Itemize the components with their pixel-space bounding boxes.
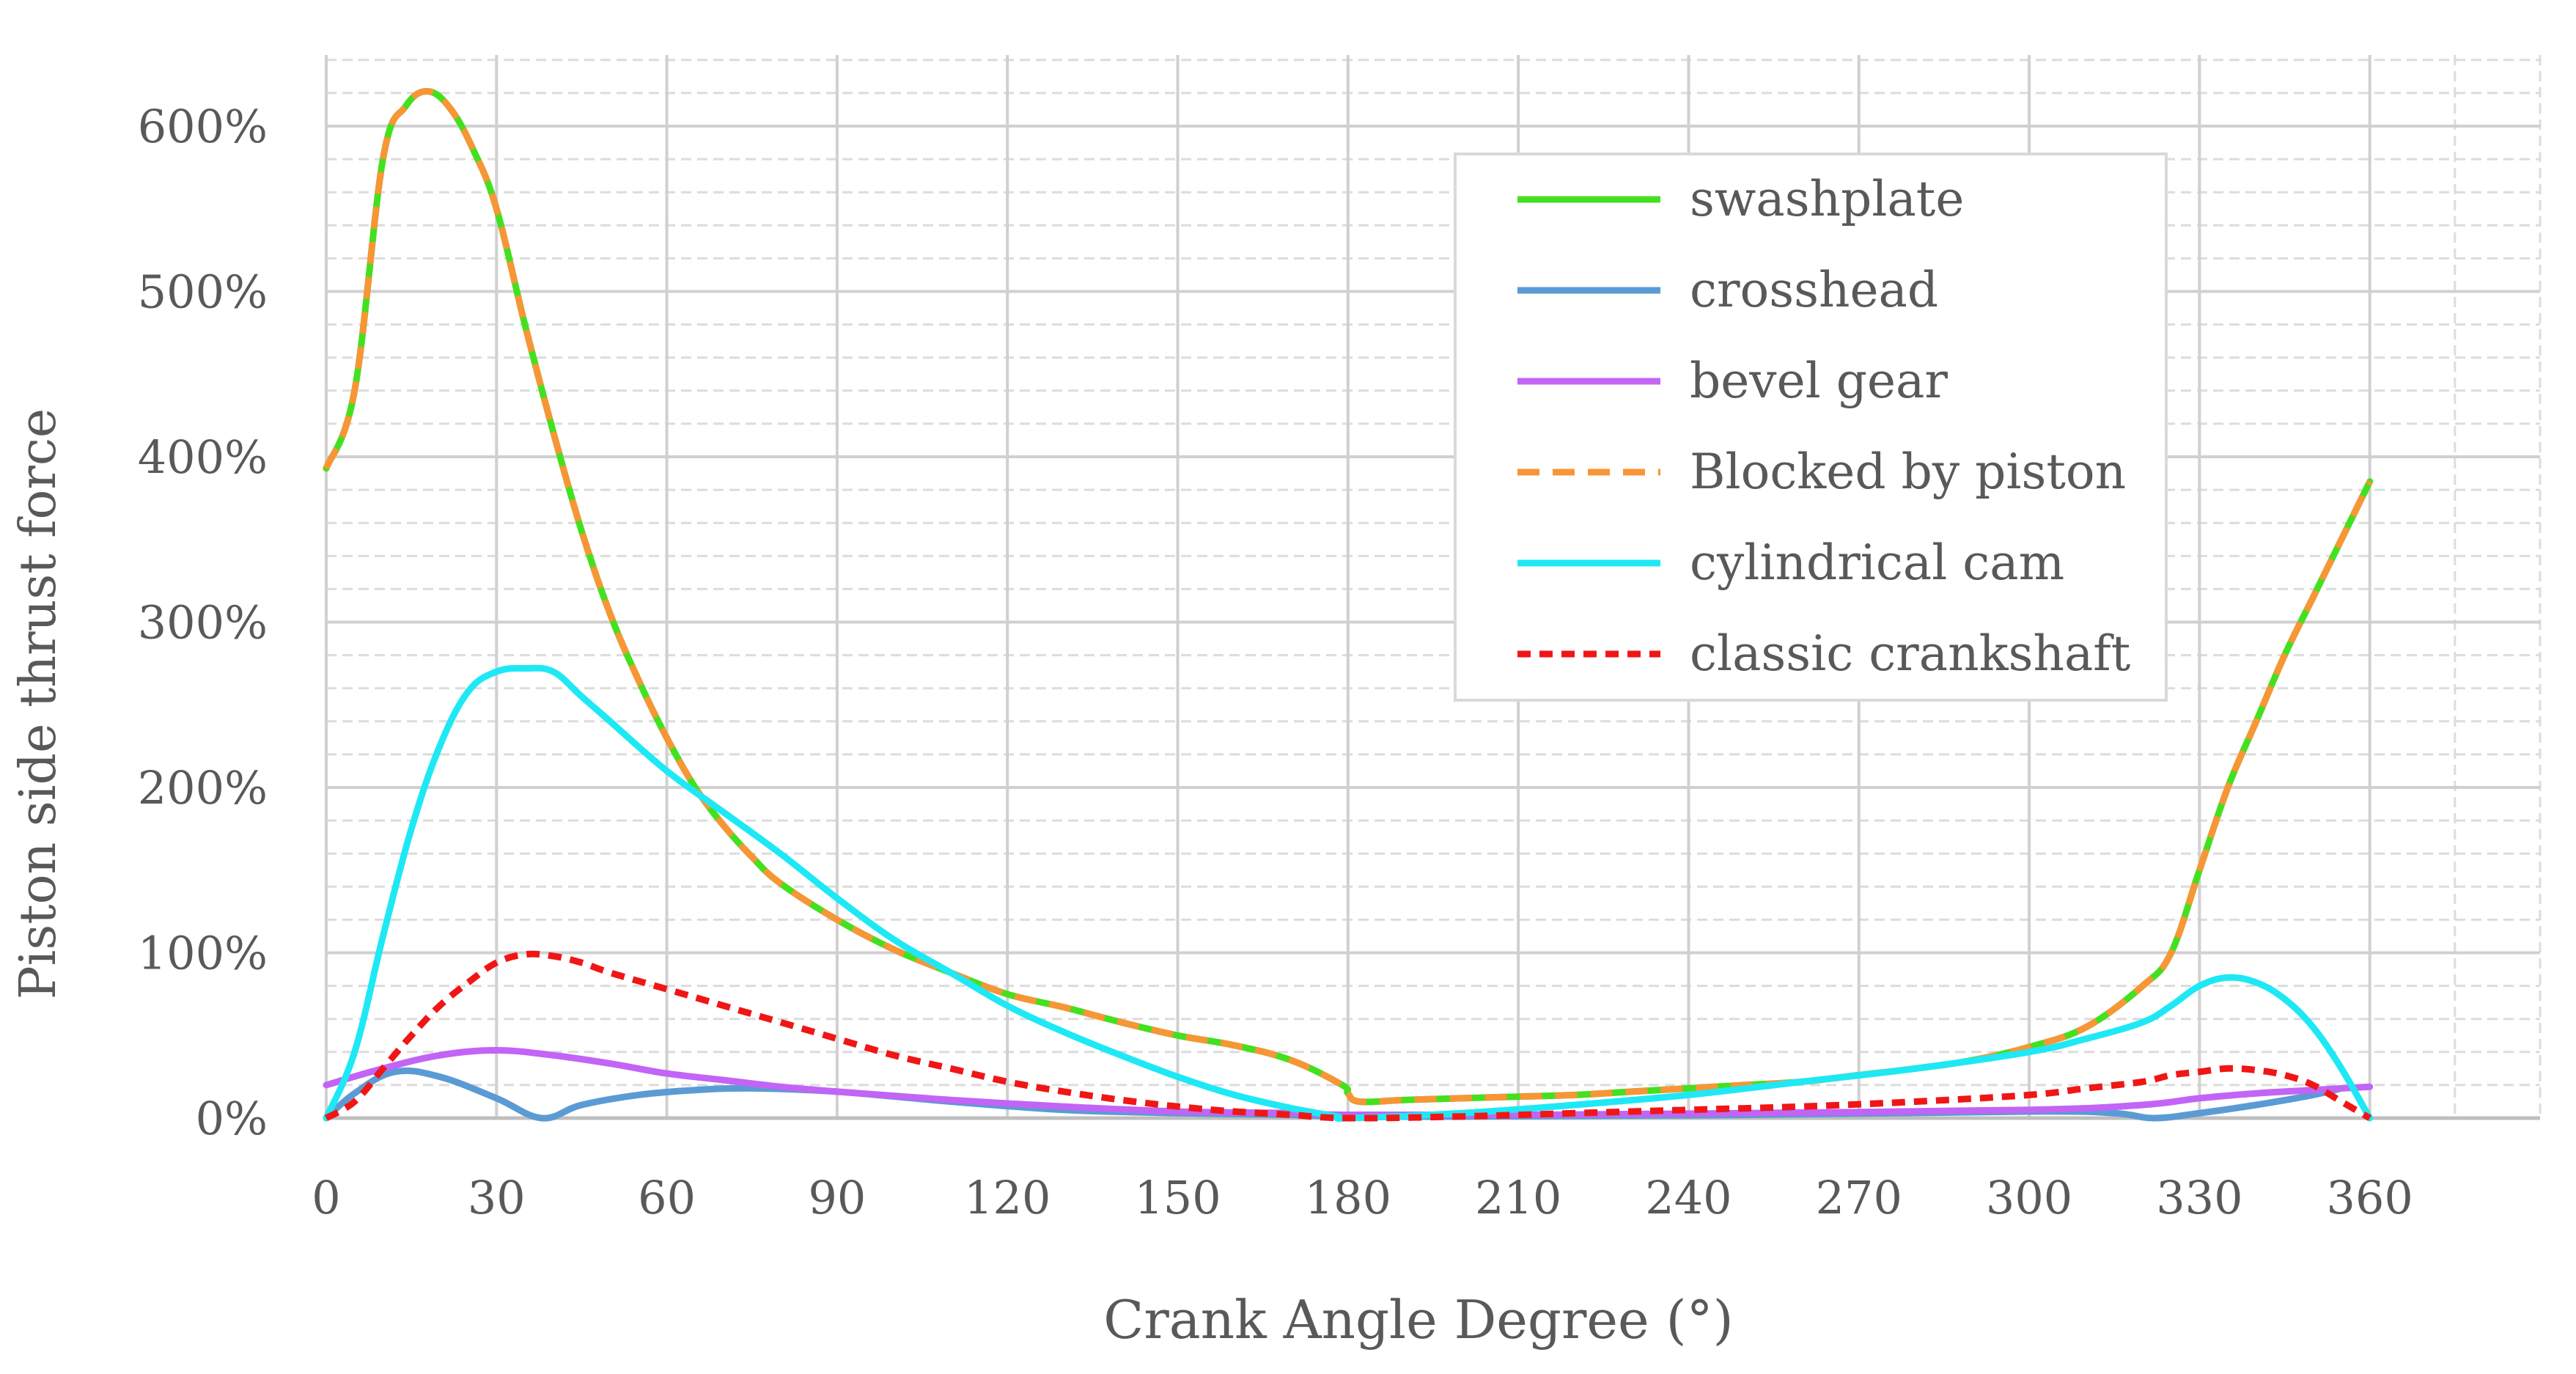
x-tick-label: 30	[468, 1171, 526, 1224]
x-tick-label: 210	[1475, 1171, 1561, 1224]
y-tick-label: 400%	[138, 430, 268, 484]
series-line-bevel-gear	[323, 1047, 2374, 1119]
legend-label-bevel-gear: bevel gear	[1690, 353, 1948, 409]
x-tick-label: 120	[964, 1171, 1050, 1224]
y-tick-label: 200%	[138, 761, 268, 815]
legend-label-cylindrical-cam: cylindrical cam	[1690, 534, 2064, 591]
y-tick-label: 500%	[138, 265, 268, 319]
legend-label-classic-crankshaft: classic crankshaft	[1690, 625, 2130, 682]
x-tick-label: 60	[638, 1171, 696, 1224]
series-line-blocked-by-piston	[323, 88, 2373, 1106]
x-tick-label: 0	[312, 1171, 340, 1224]
legend-label-swashplate: swashplate	[1690, 171, 1964, 227]
y-axis-title: Piston side thrust force	[10, 408, 67, 999]
x-tick-label: 90	[808, 1171, 866, 1224]
grid-layer	[325, 55, 2542, 1120]
x-tick-label: 180	[1305, 1171, 1391, 1224]
y-tick-label: 600%	[138, 100, 268, 153]
x-tick-label: 300	[1986, 1171, 2072, 1224]
x-tick-label: 330	[2156, 1171, 2242, 1224]
x-tick-label: 270	[1816, 1171, 1902, 1224]
series-line-cylindrical-cam	[323, 664, 2374, 1122]
series-line-classic-crankshaft	[324, 950, 2371, 1122]
legend-box	[1454, 153, 2168, 702]
x-tick-label: 240	[1645, 1171, 1732, 1224]
series-layer	[323, 88, 2374, 1122]
legend-label-crosshead: crosshead	[1690, 262, 1938, 318]
x-tick-label: 360	[2327, 1171, 2413, 1224]
axis-layer: 0 30 60 90 120 150 180 210 240 270 300 330 360 0% 100%…	[138, 100, 2540, 1224]
y-tick-label: 0%	[196, 1092, 268, 1145]
y-tick-label: 300%	[138, 596, 268, 650]
legend: swashplate crosshead bevel gear Blocked by …	[1454, 153, 2168, 702]
x-axis-title: Crank Angle Degree (°)	[1103, 1289, 1733, 1351]
x-tick-label: 150	[1134, 1171, 1221, 1224]
y-tick-label: 100%	[138, 927, 268, 980]
legend-label-blocked-by-piston: Blocked by piston	[1690, 444, 2126, 500]
